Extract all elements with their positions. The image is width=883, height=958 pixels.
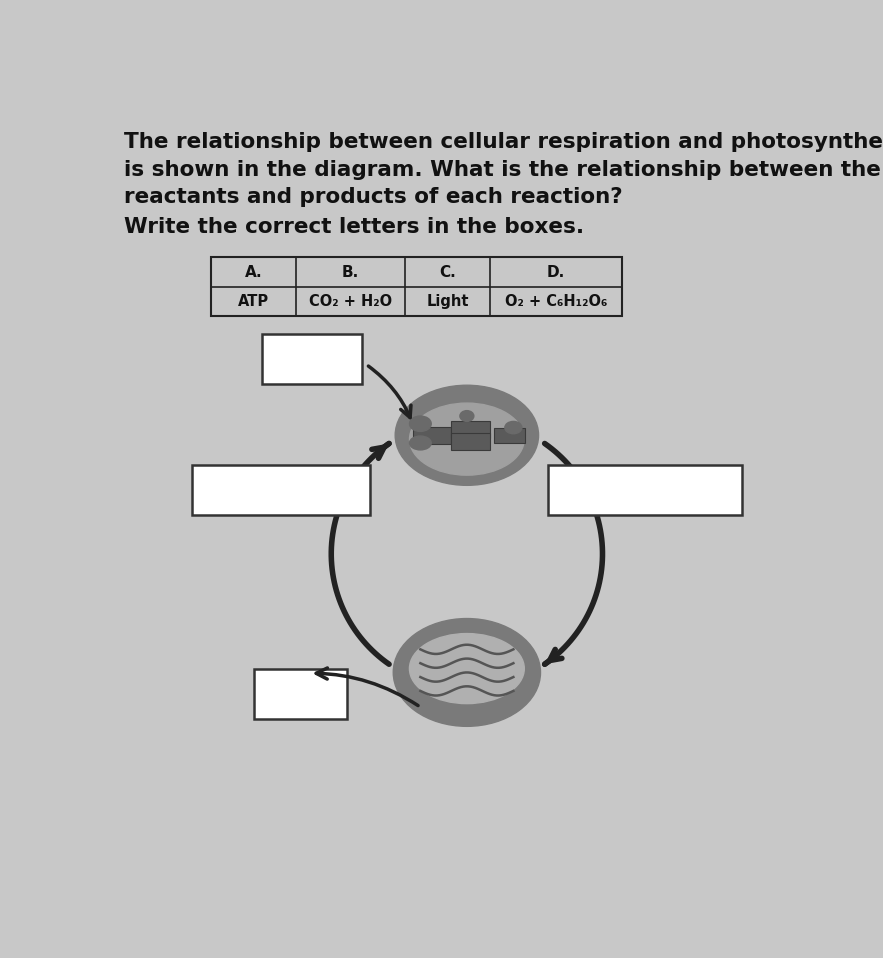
Bar [451,433,490,450]
Bar [211,258,622,316]
Text: ATP: ATP [238,294,269,308]
Bar [192,466,370,515]
Bar [451,421,490,438]
Ellipse shape [410,436,431,450]
Ellipse shape [410,633,525,703]
Text: Light: Light [426,294,469,308]
Text: C.: C. [439,264,456,280]
Text: CO₂ + H₂O: CO₂ + H₂O [309,294,392,308]
Bar [261,334,362,384]
Ellipse shape [460,411,474,422]
Ellipse shape [396,385,539,486]
Ellipse shape [410,403,525,475]
Text: The relationship between cellular respiration and photosynthesis: The relationship between cellular respir… [125,132,883,152]
Text: is shown in the diagram. What is the relationship between the: is shown in the diagram. What is the rel… [125,160,881,179]
Ellipse shape [393,619,540,726]
Bar [494,427,525,443]
Text: D.: D. [547,264,565,280]
Text: Write the correct letters in the boxes.: Write the correct letters in the boxes. [125,217,585,237]
Text: reactants and products of each reaction?: reactants and products of each reaction? [125,188,623,207]
Bar [548,466,742,515]
Ellipse shape [410,416,431,431]
Bar [412,427,451,444]
Text: B.: B. [342,264,359,280]
Text: A.: A. [245,264,262,280]
Text: O₂ + C₆H₁₂O₆: O₂ + C₆H₁₂O₆ [505,294,608,308]
Ellipse shape [505,422,522,434]
Bar [253,670,347,719]
